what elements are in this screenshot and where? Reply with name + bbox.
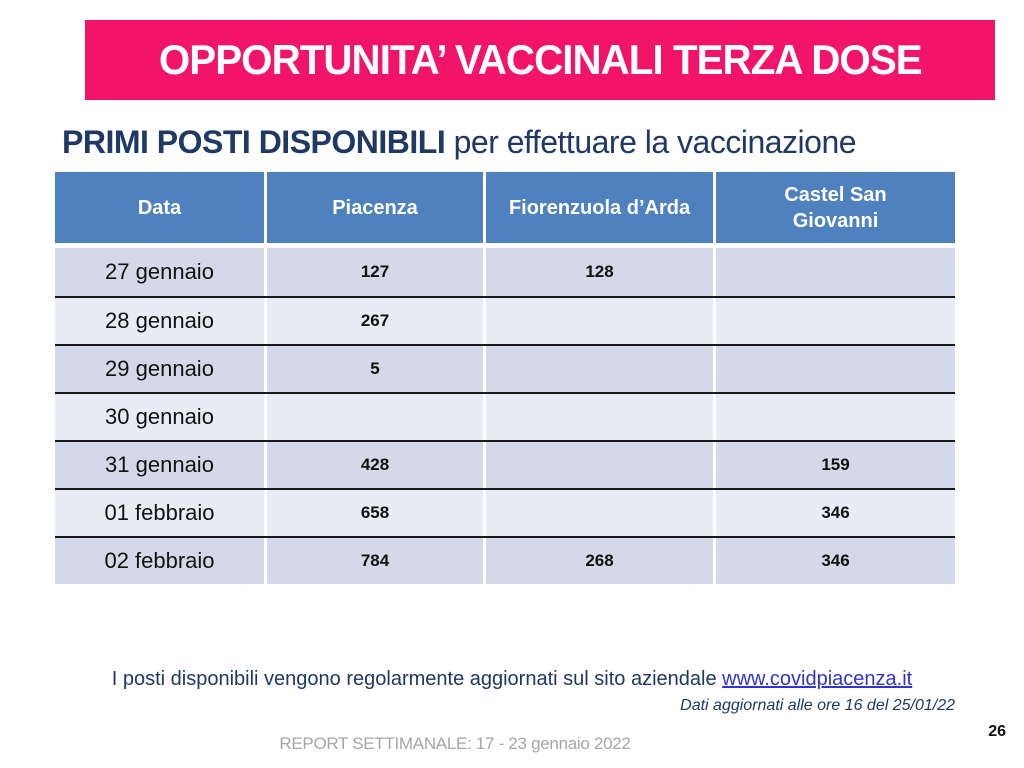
table-header-castel-san-giovanni: Castel San Giovanni [716,172,955,243]
value-cell: 128 [486,248,713,296]
header-label-data: Data [137,196,182,219]
date-cell: 30 gennaio [55,394,264,440]
value-cell [267,394,483,440]
value-cell [486,346,713,392]
table-row: 30 gennaio [55,392,955,440]
date-cell: 28 gennaio [55,298,264,344]
value-cell [486,298,713,344]
page-subtitle: PRIMI POSTI DISPONIBILI per effettuare l… [62,124,992,161]
value-cell: 127 [267,248,483,296]
table-header-data: Data [55,172,264,243]
availability-note: I posti disponibili vengono regolarmente… [0,668,1024,691]
date-cell: 31 gennaio [55,442,264,488]
value-cell [486,394,713,440]
value-cell: 428 [267,442,483,488]
table-header-fiorenzuola: Fiorenzuola d’Arda [486,172,713,243]
table-header-row: Data Piacenza Fiorenzuola d’Arda Castel … [55,172,955,243]
value-cell [716,346,955,392]
value-cell: 268 [486,538,713,584]
value-cell: 346 [716,538,955,584]
table-row: 02 febbraio 784 268 346 [55,536,955,584]
header-label-fiorenzuola: Fiorenzuola d’Arda [508,196,691,219]
date-cell: 02 febbraio [55,538,264,584]
availability-note-text: I posti disponibili vengono regolarmente… [111,668,723,690]
date-cell: 27 gennaio [55,248,264,296]
banner-title: OPPORTUNITA’ VACCINALI TERZA DOSE [158,36,923,83]
table-row: 28 gennaio 267 [55,296,955,344]
date-cell: 29 gennaio [55,346,264,392]
table-row: 29 gennaio 5 [55,344,955,392]
value-cell: 5 [267,346,483,392]
value-cell [486,490,713,536]
value-cell [486,442,713,488]
value-cell: 346 [716,490,955,536]
table-row: 31 gennaio 428 159 [55,440,955,488]
availability-table: Data Piacenza Fiorenzuola d’Arda Castel … [55,172,955,584]
covidpiacenza-link[interactable]: www.covidpiacenza.it [722,668,913,690]
table-header-piacenza: Piacenza [267,172,483,243]
value-cell [716,394,955,440]
value-cell: 658 [267,490,483,536]
date-cell: 01 febbraio [55,490,264,536]
title-banner: OPPORTUNITA’ VACCINALI TERZA DOSE [85,20,995,100]
value-cell: 159 [716,442,955,488]
page-number: 26 [988,723,1006,740]
value-cell: 784 [267,538,483,584]
value-cell [716,248,955,296]
data-updated-note: Dati aggiornati alle ore 16 del 25/01/22 [680,697,955,714]
header-label-piacenza: Piacenza [332,196,418,219]
value-cell: 267 [267,298,483,344]
subtitle-regular: per effettuare la vaccinazione [445,124,857,160]
subtitle-bold: PRIMI POSTI DISPONIBILI [62,124,446,160]
value-cell [716,298,955,344]
header-label-castel-san-giovanni: Castel San Giovanni [784,183,887,232]
report-footer: REPORT SETTIMANALE: 17 - 23 gennaio 2022 [279,734,631,753]
table-row: 27 gennaio 127 128 [55,248,955,296]
table-row: 01 febbraio 658 346 [55,488,955,536]
